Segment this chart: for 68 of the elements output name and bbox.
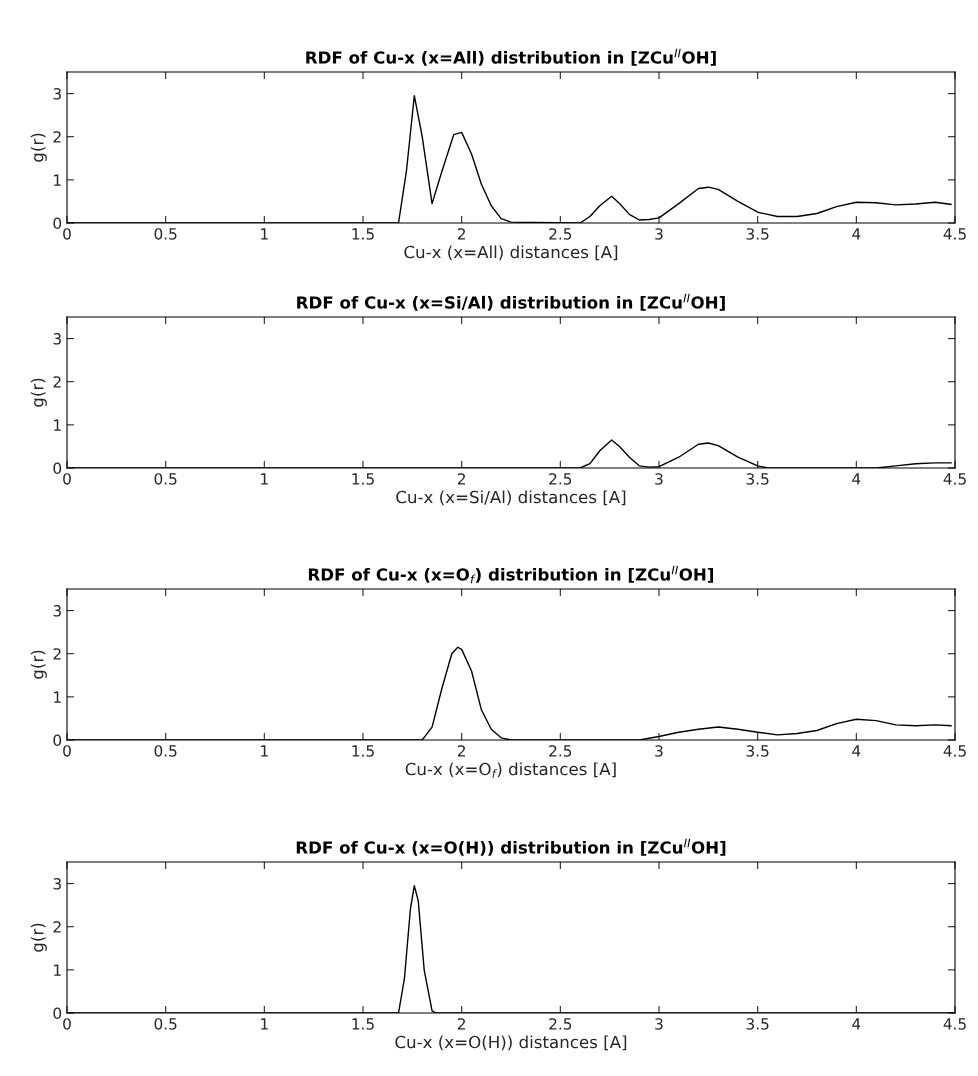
y-tick-label: 2 <box>53 131 61 143</box>
y-tick-label: 0 <box>53 462 62 475</box>
x-tick-label: 2 <box>457 228 465 240</box>
y-tick-label: 1 <box>54 174 61 186</box>
y-tick-label: 0 <box>53 734 62 747</box>
x-tick-label: 3 <box>655 1018 663 1030</box>
x-tick-label: 1.5 <box>352 228 374 240</box>
y-tick-label: 2 <box>53 921 61 933</box>
x-tick-label: 0 <box>63 228 71 240</box>
y-tick-label: 3 <box>53 333 61 345</box>
x-tick-label: 0 <box>63 473 71 485</box>
y-tick-label: 0 <box>53 1007 62 1020</box>
x-tick-label: 3.5 <box>746 228 769 240</box>
chart-title: RDF of Cu-x (x=All) distribution in [ZCu$^{II}$OH] <box>306 48 716 66</box>
y-tick-label: 1 <box>54 691 61 703</box>
y-axis-title: g(r) <box>30 378 47 407</box>
y-axis-title: g(r) <box>30 923 47 952</box>
x-tick-label: 1.5 <box>352 1018 374 1030</box>
x-tick-label: 4 <box>852 228 861 240</box>
x-tick-label: 2 <box>457 1018 465 1030</box>
x-tick-label: 3.5 <box>746 473 769 485</box>
chart-title: RDF of Cu-x (x=O(H)) distribution in [ZCu$^{II}$OH] <box>296 838 726 856</box>
chart-title: RDF of Cu-x (x=O$_{f}$) distribution in [ZCu$^{II}$OH] <box>308 565 714 584</box>
x-tick-label: 1 <box>261 745 268 757</box>
y-axis-title: g(r) <box>30 133 47 162</box>
y-tick-label: 0 <box>53 217 62 230</box>
x-axis-title: Cu-x (x=O(H)) distances [A] <box>395 1035 627 1051</box>
x-tick-label: 2 <box>457 473 465 485</box>
x-tick-label: 4.5 <box>943 745 966 757</box>
x-tick-label: 2.5 <box>549 473 572 485</box>
y-tick-label: 2 <box>53 376 61 388</box>
x-tick-label: 2 <box>457 745 465 757</box>
x-tick-label: 3.5 <box>746 745 769 757</box>
x-tick-label: 0 <box>63 745 71 757</box>
x-tick-label: 4.5 <box>943 473 966 485</box>
x-tick-label: 1 <box>261 228 268 240</box>
x-tick-label: 0 <box>63 1018 71 1030</box>
x-axis-title: Cu-x (x=Si/Al) distances [A] <box>396 490 626 506</box>
x-tick-label: 1 <box>261 473 268 485</box>
x-axis-title: Cu-x (x=O$_{f}$) distances [A] <box>405 762 616 778</box>
x-tick-label: 2.5 <box>549 228 572 240</box>
x-tick-label: 4 <box>852 473 861 485</box>
y-tick-label: 3 <box>53 605 61 617</box>
chart-title: RDF of Cu-x (x=Si/Al) distribution in [ZCu$^{II}$OH] <box>297 293 725 311</box>
x-tick-label: 4.5 <box>943 228 966 240</box>
x-tick-label: 3 <box>655 745 663 757</box>
x-tick-label: 3 <box>655 228 663 240</box>
x-axis-title: Cu-x (x=All) distances [A] <box>404 245 618 261</box>
x-tick-label: 3.5 <box>746 1018 769 1030</box>
y-tick-label: 3 <box>53 878 61 890</box>
x-tick-label: 4 <box>852 745 861 757</box>
x-tick-label: 0.5 <box>154 228 177 240</box>
x-tick-label: 1 <box>261 1018 268 1030</box>
x-tick-label: 0.5 <box>154 473 177 485</box>
y-tick-label: 1 <box>54 419 61 431</box>
x-tick-label: 2.5 <box>549 1018 572 1030</box>
x-tick-label: 4.5 <box>943 1018 966 1030</box>
y-tick-label: 3 <box>53 88 61 100</box>
x-tick-label: 2.5 <box>549 745 572 757</box>
x-tick-label: 0.5 <box>154 1018 177 1030</box>
y-tick-label: 1 <box>54 964 61 976</box>
x-tick-label: 0.5 <box>154 745 177 757</box>
x-tick-label: 4 <box>852 1018 861 1030</box>
y-axis-title: g(r) <box>30 650 47 679</box>
x-tick-label: 3 <box>655 473 663 485</box>
x-tick-label: 1.5 <box>352 473 374 485</box>
x-tick-label: 1.5 <box>352 745 374 757</box>
y-tick-label: 2 <box>53 648 61 660</box>
